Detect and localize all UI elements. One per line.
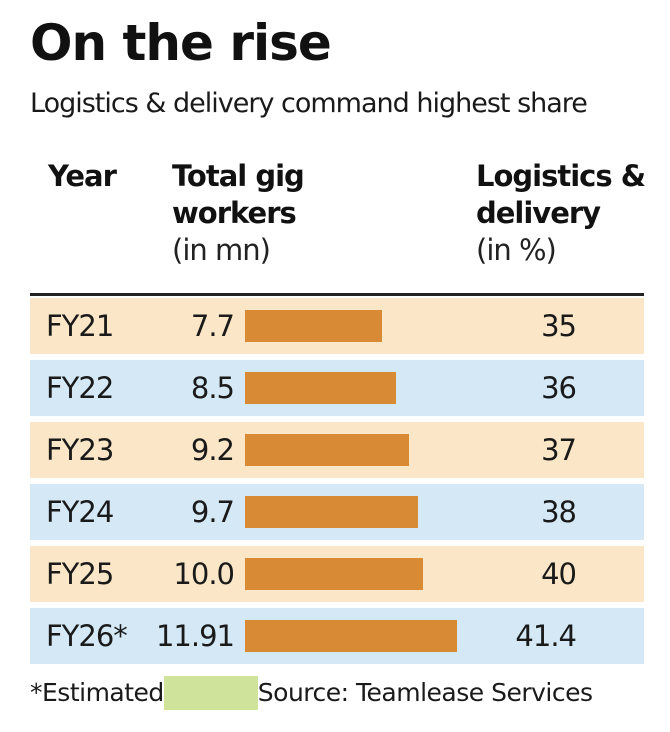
bar-value-label: 8.5 xyxy=(190,371,235,405)
bar-value-label: 9.7 xyxy=(190,495,235,529)
row-year: FY21 xyxy=(46,309,114,343)
header-year: Year xyxy=(48,158,117,195)
row-year: FY22 xyxy=(46,371,114,405)
table-row: FY24 9.7 38 xyxy=(30,484,644,540)
header-logistics-line2: delivery xyxy=(476,196,601,230)
data-rows: FY21 7.7 35 FY22 8.5 36 FY23 9.2 37 FY24 9.7 38 FY25… xyxy=(30,298,644,670)
logistics-share-value: 35 xyxy=(541,309,577,343)
bar-value-label: 10.0 xyxy=(173,557,235,591)
logistics-share-value: 40 xyxy=(541,557,577,591)
table-row: FY23 9.2 37 xyxy=(30,422,644,478)
table-row: FY26* 11.91 41.4 xyxy=(30,608,644,664)
bar xyxy=(245,558,423,590)
source-note: Source: Teamlease Services xyxy=(257,678,593,707)
row-year: FY23 xyxy=(46,433,114,467)
bar xyxy=(245,310,383,342)
logistics-share-value: 41.4 xyxy=(515,619,577,653)
estimated-swatch xyxy=(163,676,258,710)
header-logistics-unit: (in %) xyxy=(476,233,557,267)
chart-subtitle: Logistics & delivery command highest sha… xyxy=(30,88,588,119)
estimated-note: *Estimated xyxy=(30,678,164,707)
bar xyxy=(245,620,457,652)
logistics-share-value: 38 xyxy=(541,495,577,529)
header-total-gig-workers: Total gig workers (in mn) xyxy=(172,158,305,269)
bar xyxy=(245,434,409,466)
bar xyxy=(245,372,397,404)
table-row: FY22 8.5 36 xyxy=(30,360,644,416)
row-year: FY26* xyxy=(46,619,128,653)
chart-footer: *Estimated Source: Teamlease Services xyxy=(30,676,593,710)
bar xyxy=(245,496,418,528)
bar-value-label: 11.91 xyxy=(155,619,235,653)
header-year-label: Year xyxy=(48,159,117,193)
header-divider xyxy=(30,293,644,296)
header-total-line2: workers xyxy=(172,196,297,230)
table-row: FY21 7.7 35 xyxy=(30,298,644,354)
logistics-share-value: 36 xyxy=(541,371,577,405)
bar-value-label: 9.2 xyxy=(190,433,235,467)
row-year: FY24 xyxy=(46,495,114,529)
bar-value-label: 7.7 xyxy=(190,309,235,343)
header-total-line1: Total gig xyxy=(172,159,305,193)
header-logistics-line1: Logistics & xyxy=(476,159,646,193)
header-logistics-delivery: Logistics & delivery (in %) xyxy=(476,158,646,269)
header-total-unit: (in mn) xyxy=(172,233,271,267)
table-row: FY25 10.0 40 xyxy=(30,546,644,602)
logistics-share-value: 37 xyxy=(541,433,577,467)
row-year: FY25 xyxy=(46,557,114,591)
chart-title: On the rise xyxy=(30,14,332,72)
